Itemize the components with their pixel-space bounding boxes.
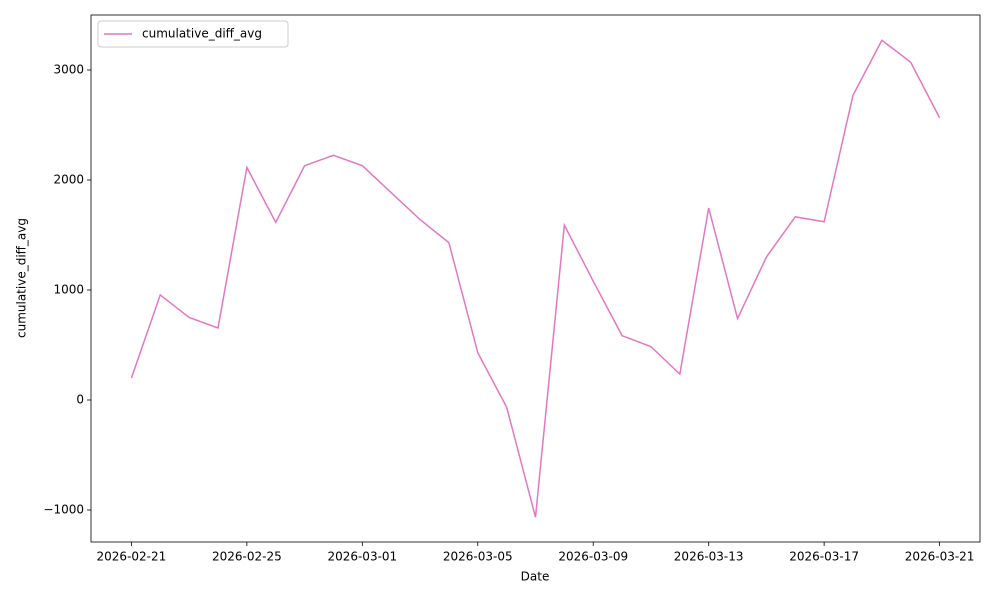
x-tick-label: 2026-03-21 bbox=[905, 550, 975, 564]
legend: cumulative_diff_avg bbox=[97, 20, 289, 48]
legend-frame bbox=[97, 20, 289, 48]
y-tick-label: 2000 bbox=[53, 172, 84, 186]
x-tick-label: 2026-02-25 bbox=[212, 550, 282, 564]
y-axis-label: cumulative_diff_avg bbox=[15, 218, 29, 338]
x-tick-label: 2026-02-21 bbox=[97, 550, 167, 564]
x-tick-label: 2026-03-13 bbox=[674, 550, 744, 564]
y-tick-label: 3000 bbox=[53, 62, 84, 76]
y-tick-label: 1000 bbox=[53, 282, 84, 296]
plot-frame bbox=[90, 14, 981, 543]
data-line bbox=[130, 39, 941, 518]
x-tick-label: 2026-03-01 bbox=[327, 550, 397, 564]
x-tick-label: 2026-03-17 bbox=[789, 550, 859, 564]
x-tick-label: 2026-03-09 bbox=[558, 550, 628, 564]
y-tick-label: −1000 bbox=[43, 502, 84, 516]
y-tick-label: 0 bbox=[76, 392, 84, 406]
x-tick-label: 2026-03-05 bbox=[443, 550, 513, 564]
legend-label: cumulative_diff_avg bbox=[142, 27, 262, 41]
x-axis-label: Date bbox=[521, 570, 550, 584]
